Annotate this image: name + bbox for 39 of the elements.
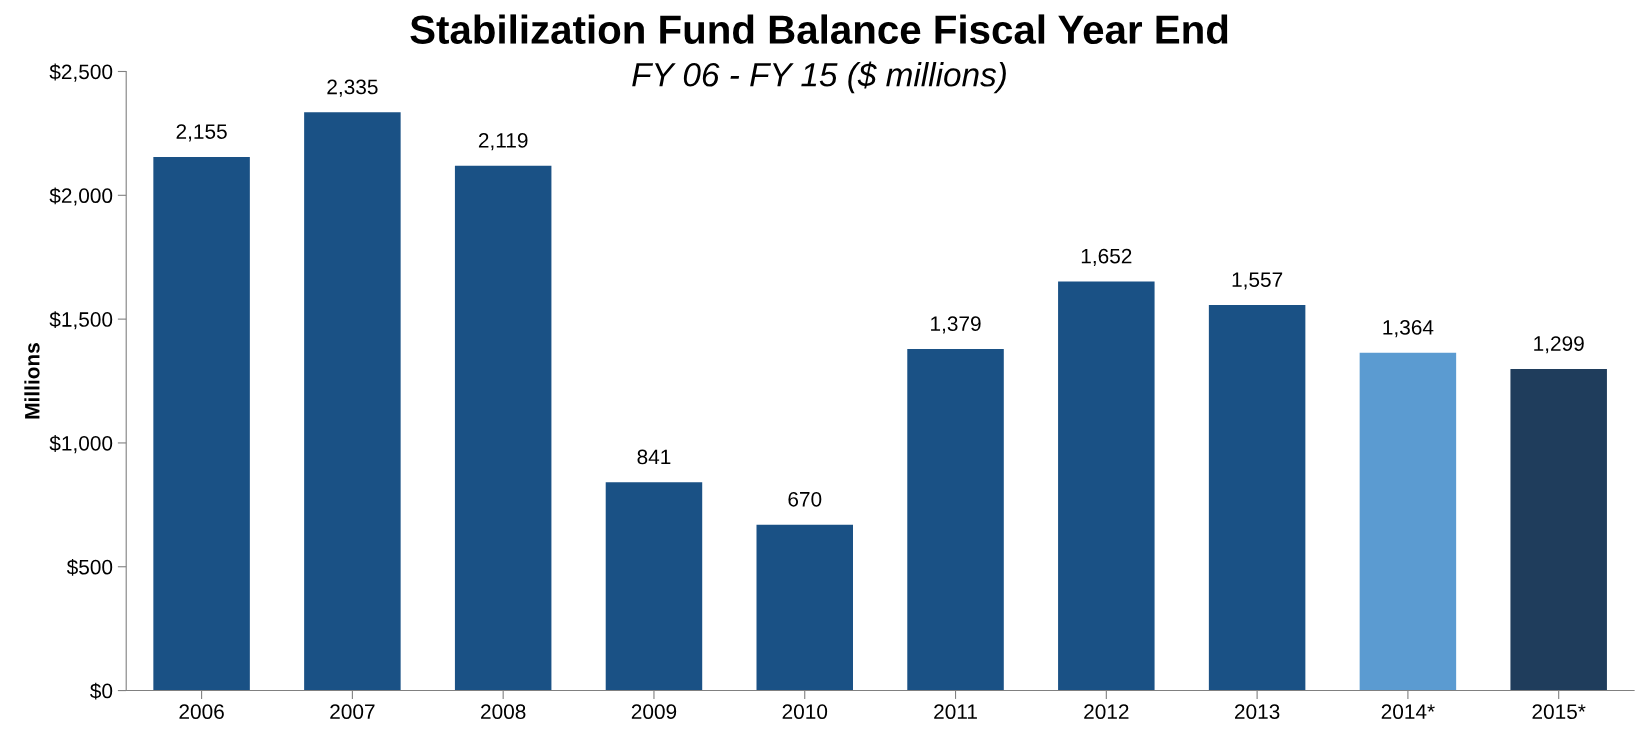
- chart-title: Stabilization Fund Balance Fiscal Year End: [410, 14, 1228, 44]
- y-tick-label: $2,500: [49, 63, 113, 82]
- bar: [756, 524, 853, 691]
- data-label: 1,379: [931, 316, 981, 334]
- bar: [1058, 281, 1155, 691]
- bar: [1510, 368, 1607, 691]
- data-label: 2,155: [176, 124, 227, 142]
- data-label: 670: [788, 491, 822, 507]
- y-tick-label: $500: [66, 558, 113, 576]
- data-label: 1,299: [1534, 336, 1584, 354]
- y-axis-title: Millions: [24, 343, 40, 419]
- bar: [1359, 352, 1457, 691]
- bar: [907, 349, 1004, 691]
- y-tick-label: $2,000: [49, 187, 113, 206]
- chart-subtitle: FY 06 - FY 15 ($ millions): [632, 61, 1006, 94]
- data-label: 841: [637, 449, 671, 465]
- x-tick-label: 2012: [1084, 704, 1129, 720]
- data-label: 1,364: [1383, 320, 1434, 338]
- x-tick-label: 2014*: [1381, 704, 1435, 720]
- data-label: 2,335: [327, 79, 378, 97]
- y-tick-label: $0: [90, 682, 113, 700]
- x-tick-label: 2015*: [1532, 704, 1586, 720]
- bar: [1208, 305, 1306, 691]
- x-tick-label: 2008: [481, 704, 526, 720]
- bar: [605, 482, 703, 691]
- data-label: 2,119: [478, 133, 528, 151]
- y-tick-label: $1,500: [49, 311, 113, 330]
- x-tick-label: 2013: [1234, 704, 1280, 720]
- y-tick-label: $1,000: [49, 435, 113, 454]
- x-tick-label: 2011: [934, 704, 977, 720]
- x-tick-label: 2010: [782, 704, 828, 720]
- bar: [304, 112, 401, 691]
- bar: [454, 165, 552, 691]
- x-tick-label: 2006: [179, 704, 224, 720]
- x-tick-label: 2007: [330, 704, 375, 720]
- bar: [153, 156, 250, 691]
- data-label: 1,652: [1081, 248, 1132, 266]
- x-tick-label: 2009: [631, 704, 677, 720]
- data-label: 1,557: [1232, 272, 1283, 290]
